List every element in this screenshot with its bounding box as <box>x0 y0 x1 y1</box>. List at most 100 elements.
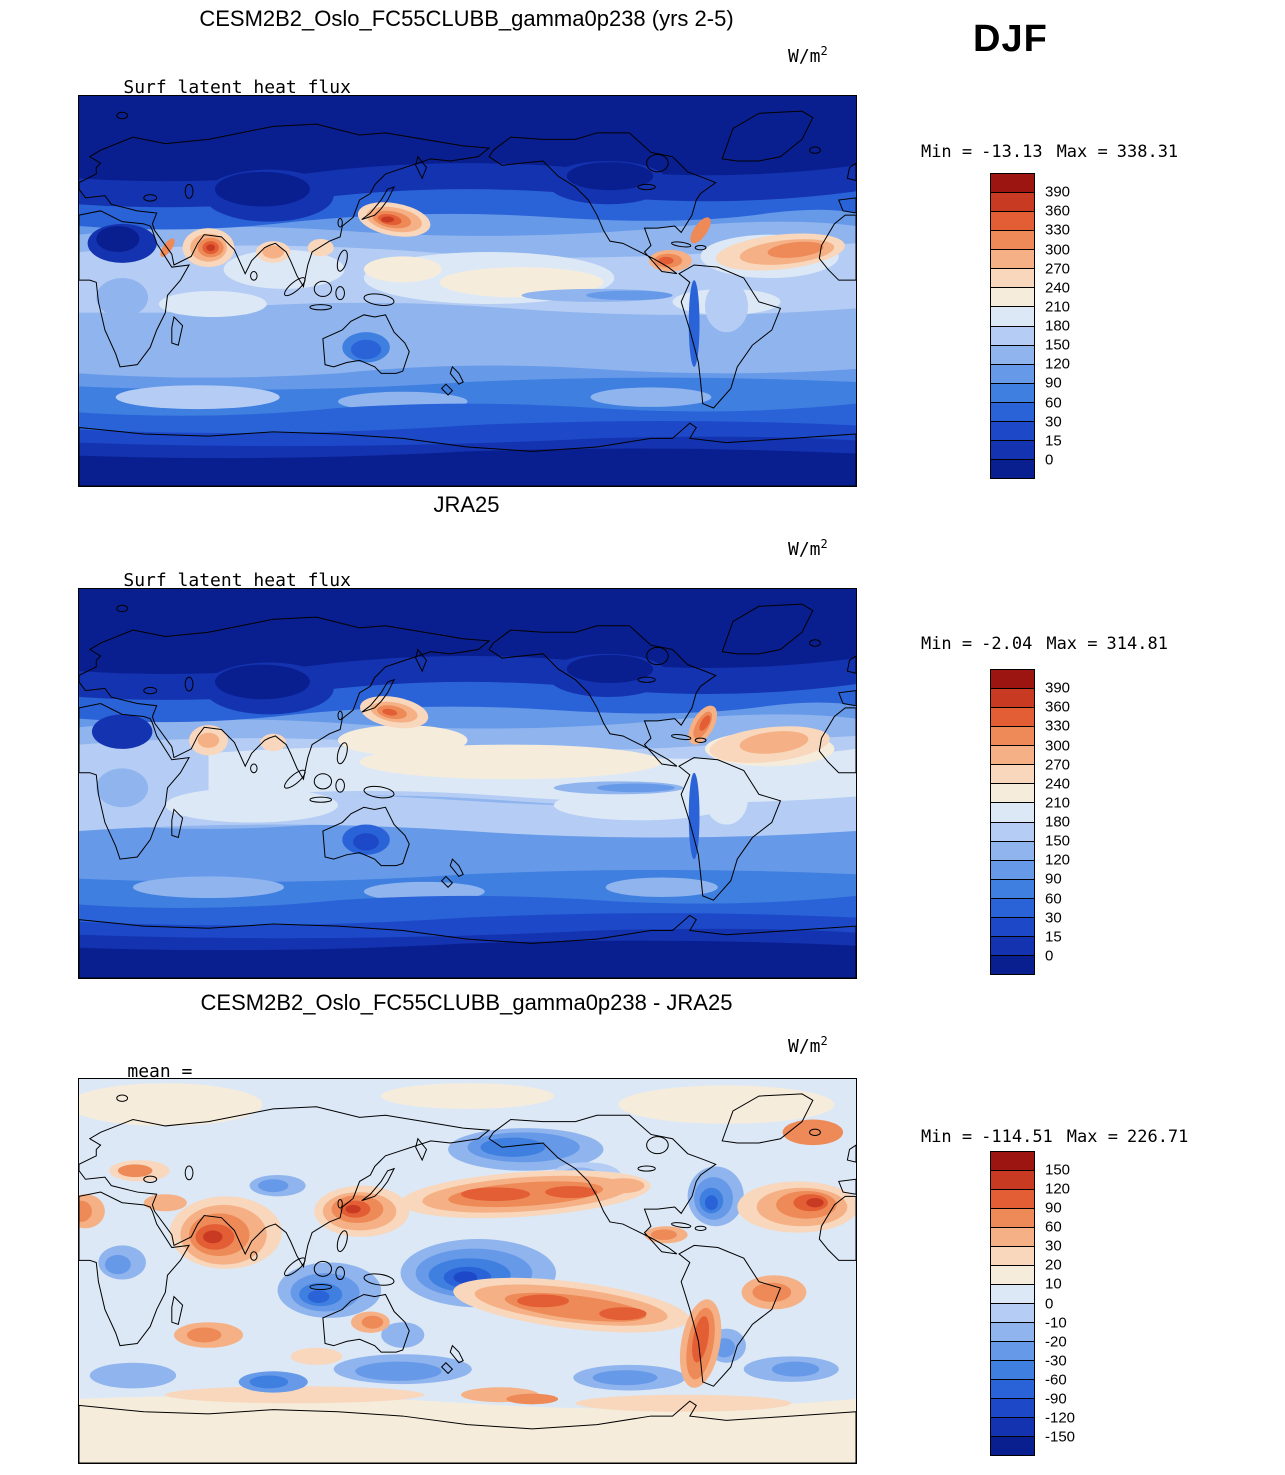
colorbar-tick-label: 30 <box>1045 413 1062 431</box>
colorbar-tick-label: 30 <box>1045 909 1062 927</box>
colorbar-cell <box>991 1285 1034 1304</box>
units-label: W/m2 <box>788 537 828 560</box>
colorbar-cell <box>991 364 1034 384</box>
colorbar-cell <box>991 1380 1034 1399</box>
colorbar-cell <box>991 784 1034 804</box>
colorbar-tick-label: 180 <box>1045 813 1071 831</box>
colorbar-tick-label: 90 <box>1045 870 1062 888</box>
colorbar-cell <box>991 1304 1034 1323</box>
colorbar-cell <box>991 860 1034 880</box>
colorbar-tick-label: 390 <box>1045 679 1071 697</box>
colorbar-tick-label: 20 <box>1045 1256 1062 1274</box>
colorbar-cell <box>991 822 1034 842</box>
colorbar-tick-label: 0 <box>1045 1295 1054 1312</box>
colorbar-cell <box>991 727 1034 747</box>
colorbar-tick-label: 15 <box>1045 432 1062 450</box>
map-model <box>78 95 857 487</box>
colorbar-labels: 390 360 330 300 270 240 210 180 150 120 90 60 30 15 0 <box>1045 669 1110 975</box>
colorbar-cell <box>991 269 1034 289</box>
colorbar-tick-label: 0 <box>1045 947 1054 965</box>
colorbar-tick-label: 240 <box>1045 775 1071 793</box>
colorbar-tick-label: 0 <box>1045 451 1054 469</box>
colorbar-cell <box>991 1247 1034 1266</box>
colorbar-tick-label: 150 <box>1045 1161 1071 1179</box>
colorbar-cell <box>991 1399 1034 1418</box>
map-reference <box>78 588 857 979</box>
colorbar-tick-label: 120 <box>1045 355 1071 373</box>
colorbar-cell <box>991 746 1034 766</box>
mean-label: mean = <box>127 1061 193 1082</box>
colorbar-cell <box>991 1209 1034 1228</box>
colorbar-tick-label: 15 <box>1045 928 1062 946</box>
panel-1-title: CESM2B2_Oslo_FC55CLUBB_gamma0p238 (yrs 2… <box>199 6 734 31</box>
colorbar-cell <box>991 345 1034 365</box>
colorbar-cell <box>991 803 1034 823</box>
colorbar-cell <box>991 326 1034 346</box>
colorbar-cell <box>991 174 1034 194</box>
flux-field-model <box>79 96 856 486</box>
colorbar-cell <box>991 1228 1034 1247</box>
variable-label: Surf latent heat flux <box>123 77 351 98</box>
colorbar-cells <box>990 669 1035 975</box>
colorbar-tick-label: 300 <box>1045 737 1071 754</box>
colorbar-cell <box>991 765 1034 785</box>
colorbar-labels: 390 360 330 300 270 240 210 180 150 120 90 60 30 15 0 <box>1045 173 1110 479</box>
colorbar-cell <box>991 212 1034 232</box>
units-label: W/m2 <box>788 1034 828 1057</box>
colorbar-tick-label: -120 <box>1045 1409 1076 1427</box>
colorbar-tick-label: 90 <box>1045 1199 1062 1217</box>
colorbar-cell <box>991 1361 1034 1380</box>
colorbar-tick-label: 360 <box>1045 698 1071 716</box>
colorbar-cell <box>991 1171 1034 1190</box>
colorbar-tick-label: -150 <box>1045 1428 1076 1446</box>
map-difference <box>78 1078 857 1464</box>
colorbar-tick-label: 180 <box>1045 317 1071 335</box>
panel-3-title: CESM2B2_Oslo_FC55CLUBB_gamma0p238 - JRA2… <box>200 990 733 1015</box>
colorbar-cell <box>991 307 1034 327</box>
colorbar-tick-label: 10 <box>1045 1275 1062 1293</box>
colorbar-cell <box>991 288 1034 308</box>
colorbar-tick-label: 330 <box>1045 221 1071 239</box>
minmax-line: Min = -13.13 Max = 338.31 <box>920 142 1179 162</box>
colorbar-cell <box>991 250 1034 270</box>
colorbar-cell <box>991 841 1034 861</box>
flux-field-difference <box>79 1079 856 1463</box>
colorbar-cell <box>991 955 1034 974</box>
colorbar-tick-label: 150 <box>1045 832 1071 850</box>
colorbar-cell <box>991 689 1034 709</box>
colorbar-tick-label: 150 <box>1045 336 1071 354</box>
colorbar-tick-label: 30 <box>1045 1237 1062 1255</box>
panel-2-title: JRA25 <box>433 492 500 517</box>
colorbar-cell <box>991 1152 1034 1171</box>
colorbar-tick-label: 330 <box>1045 717 1071 735</box>
colorbar-tick-label: 120 <box>1045 851 1071 869</box>
colorbar-cell <box>991 1418 1034 1437</box>
colorbar-tick-label: 300 <box>1045 241 1071 258</box>
minmax-line: Min = -2.04 Max = 314.81 <box>920 634 1168 654</box>
colorbar-tick-label: 240 <box>1045 279 1071 297</box>
flux-field-reference <box>79 589 856 978</box>
colorbar-cell <box>991 1342 1034 1361</box>
minmax-line: Min = -114.51 Max = 226.71 <box>920 1127 1189 1147</box>
colorbar-tick-label: 270 <box>1045 260 1071 278</box>
colorbar-cell <box>991 402 1034 422</box>
colorbar-cell <box>991 670 1034 690</box>
colorbar-cell <box>991 1266 1034 1285</box>
colorbar-tick-label: -20 <box>1045 1333 1067 1351</box>
colorbar-cell <box>991 936 1034 956</box>
colorbar-tick-label: -90 <box>1045 1390 1067 1408</box>
colorbar-cell <box>991 193 1034 213</box>
colorbar-cells <box>990 173 1035 479</box>
colorbar-cell <box>991 440 1034 460</box>
colorbar-model: 390 360 330 300 270 240 210 180 150 120 90 60 30 15 0 <box>990 173 1110 479</box>
colorbar-tick-label: 60 <box>1045 394 1062 411</box>
colorbar-cell <box>991 459 1034 478</box>
colorbar-tick-label: 210 <box>1045 794 1071 812</box>
colorbar-cell <box>991 917 1034 937</box>
colorbar-cell <box>991 1323 1034 1342</box>
colorbar-cell <box>991 708 1034 728</box>
colorbar-tick-label: 90 <box>1045 374 1062 392</box>
colorbar-labels: 150 120 90 60 30 20 10 0 -10 -20 -30 -60 -90 -120 -150 <box>1045 1151 1110 1456</box>
colorbar-tick-label: 60 <box>1045 1218 1062 1236</box>
